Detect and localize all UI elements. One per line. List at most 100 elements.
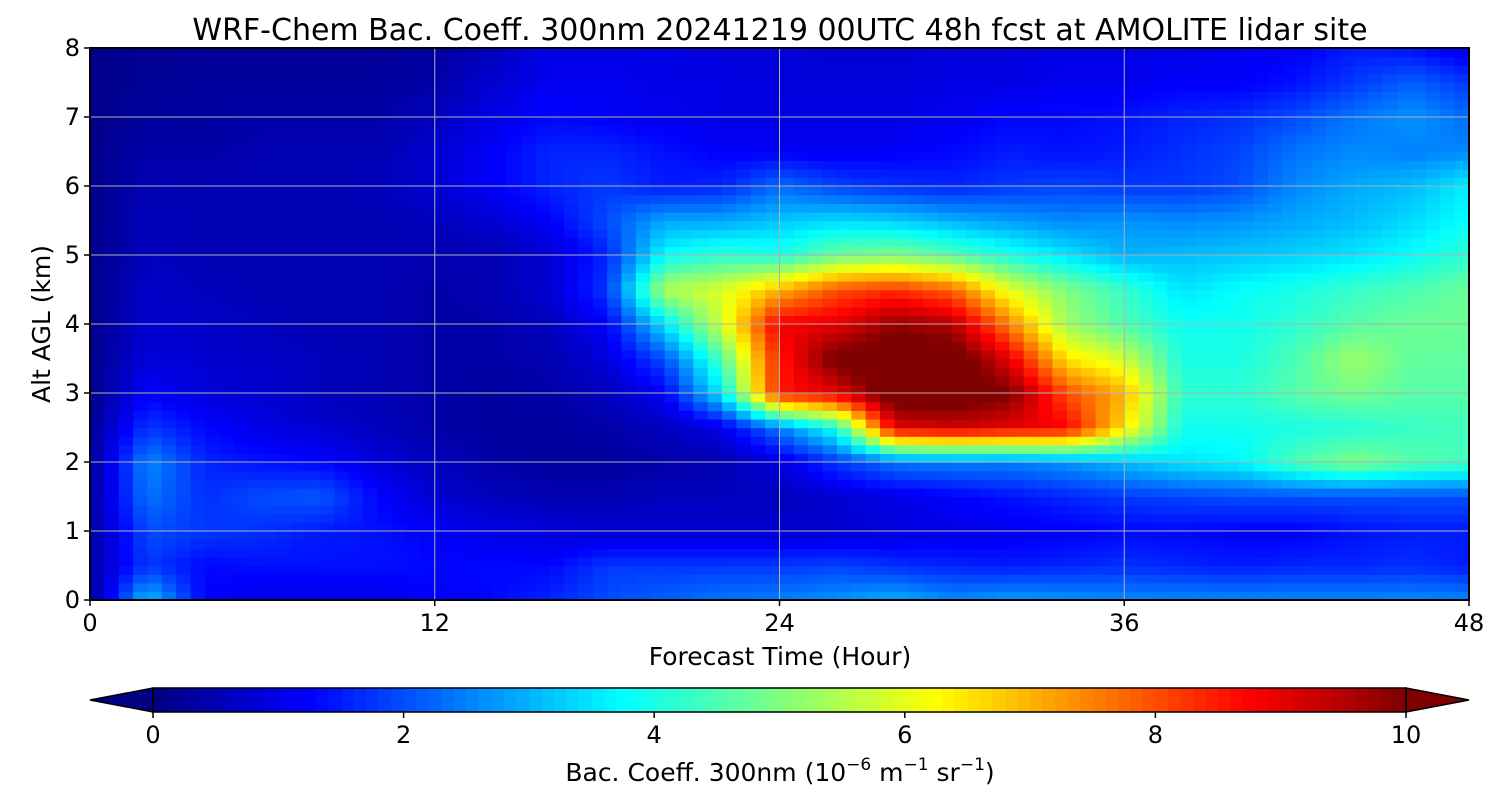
heatmap-cell [851,565,867,575]
heatmap-cell [406,237,422,248]
heatmap-cell [1454,453,1469,463]
heatmap-cell [650,582,666,593]
heatmap-cell [276,289,292,299]
heatmap-cell [434,393,450,403]
heatmap-cell [1081,548,1097,558]
heatmap-cell [1138,418,1154,429]
heatmap-cell [1282,186,1298,196]
heatmap-cell [564,289,580,299]
heatmap-cell [894,479,910,489]
heatmap-cell [880,160,896,170]
heatmap-cell [1411,229,1427,239]
heatmap-cell [377,194,393,204]
heatmap-cell [391,315,407,325]
heatmap-cell [305,401,321,411]
heatmap-cell [104,384,120,394]
heatmap-cell [362,332,378,342]
heatmap-cell [650,186,666,196]
heatmap-cell [391,393,407,403]
heatmap-cell [779,349,795,360]
heatmap-cell [90,410,106,420]
heatmap-cell [951,168,967,179]
heatmap-cell [248,332,264,342]
heatmap-cell [463,384,479,394]
heatmap-cell [1124,531,1140,541]
heatmap-cell [334,548,350,558]
heatmap-cell [190,177,206,187]
heatmap-cell [722,229,738,239]
heatmap-cell [722,539,738,549]
heatmap-cell [1267,194,1283,204]
heatmap-cell [923,289,939,299]
heatmap-cell [908,315,924,325]
heatmap-cell [535,211,551,222]
heatmap-cell [520,496,536,506]
heatmap-cell [549,237,565,248]
heatmap-cell [592,565,608,575]
heatmap-cell [693,487,709,498]
heatmap-cell [966,513,982,524]
heatmap-cell [607,496,623,506]
heatmap-cell [635,315,651,325]
heatmap-cell [1267,272,1283,282]
heatmap-cell [535,177,551,187]
heatmap-cell [204,505,220,515]
heatmap-cell [1152,332,1169,342]
heatmap-cell [750,263,766,273]
heatmap-cell [1339,203,1355,213]
heatmap-cell [1325,237,1341,248]
heatmap-cell [1066,220,1082,230]
heatmap-cell [1081,341,1097,351]
heatmap-cell [1167,246,1183,256]
heatmap-cell [1425,358,1441,368]
heatmap-cell [549,479,565,489]
heatmap-cell [980,324,996,334]
heatmap-cell [1282,332,1298,342]
heatmap-cell [204,211,220,222]
heatmap-cell [678,272,695,282]
heatmap-cell [1239,315,1255,325]
heatmap-cell [535,556,551,567]
heatmap-cell [951,177,967,187]
heatmap-cell [1109,548,1125,558]
heatmap-cell [104,341,120,351]
heatmap-cell [348,582,364,593]
heatmap-cell [707,358,723,368]
heatmap-cell [923,358,939,368]
heatmap-cell [1109,151,1125,161]
heatmap-cell [291,548,307,558]
heatmap-cell [736,263,752,273]
heatmap-cell [937,367,953,377]
heatmap-cell [377,556,393,567]
heatmap-cell [434,496,450,506]
heatmap-cell [1354,246,1370,256]
heatmap-cell [1382,289,1398,299]
heatmap-cell [1440,246,1456,256]
heatmap-cell [161,160,177,170]
heatmap-cell [276,479,292,489]
heatmap-cell [1382,367,1398,377]
heatmap-cell [793,393,809,403]
heatmap-cell [793,315,809,325]
heatmap-cell [851,203,867,213]
heatmap-cell [765,211,781,222]
heatmap-cell [133,151,149,161]
heatmap-cell [564,375,580,386]
heatmap-cell [1296,574,1312,584]
heatmap-cell [391,255,407,265]
heatmap-cell [1339,237,1355,248]
heatmap-cell [1181,470,1197,480]
heatmap-cell [104,487,120,498]
heatmap-cell [1354,427,1370,437]
heatmap-cell [966,418,982,429]
heatmap-cell [1267,255,1283,265]
heatmap-cell [1196,444,1212,455]
heatmap-cell [90,324,106,334]
heatmap-cell [951,522,967,532]
heatmap-cell [291,393,307,403]
heatmap-cell [520,444,536,455]
heatmap-cell [420,444,436,455]
heatmap-cell [1095,203,1111,213]
heatmap-cell [477,496,493,506]
